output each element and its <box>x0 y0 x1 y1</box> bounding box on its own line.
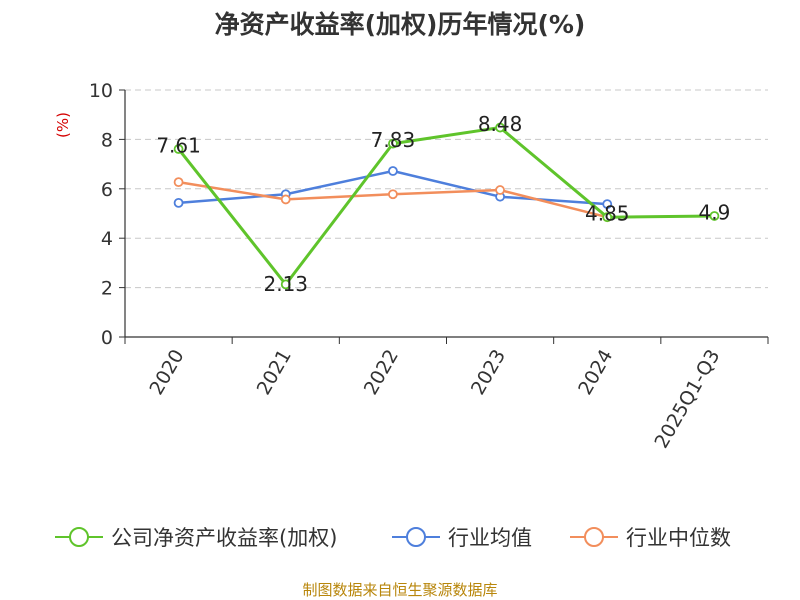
legend-label-2: 行业中位数 <box>626 526 731 550</box>
legend-item-0[interactable]: 公司净资产收益率(加权) <box>55 526 337 550</box>
y-tick-label-0: 0 <box>101 327 113 349</box>
y-tick-label-10: 10 <box>89 80 113 102</box>
series-2-point-1 <box>280 194 291 205</box>
legend-swatch-marker-2 <box>584 527 604 547</box>
data-labels: 7.61 2.13 7.83 8.48 4.85 4.9 <box>156 112 730 296</box>
series-1-point-0 <box>173 197 184 208</box>
y-tick-label-4: 4 <box>101 228 113 250</box>
y-tick-labels: 0 2 4 6 8 10 <box>89 80 113 349</box>
chart-title: 净资产收益率(加权)历年情况(%) <box>215 10 586 39</box>
y-axis-unit-label: (%) <box>54 112 72 138</box>
series-lines <box>173 122 720 290</box>
series-2-point-3 <box>495 185 505 195</box>
x-tick-label-4: 2024 <box>574 346 617 399</box>
data-label-0: 7.61 <box>156 134 201 158</box>
axes <box>119 89 769 344</box>
legend-item-2[interactable]: 行业中位数 <box>570 526 731 550</box>
series-0-point-3 <box>495 122 505 133</box>
series-0-point-1 <box>280 279 291 290</box>
series-1-point-4 <box>602 199 613 210</box>
data-label-1: 2.13 <box>263 272 308 296</box>
data-label-5: 4.9 <box>699 200 731 224</box>
grid-lines <box>125 89 768 289</box>
x-tick-label-5: 2025Q1-Q3 <box>650 346 724 452</box>
x-tick-label-2: 2022 <box>360 346 403 399</box>
series-0-point-0 <box>173 144 184 154</box>
legend-swatch-marker-1 <box>406 527 426 547</box>
y-tick-label-8: 8 <box>101 129 113 151</box>
y-tick-label-2: 2 <box>101 278 113 300</box>
x-tick-label-3: 2023 <box>467 346 510 399</box>
x-tick-label-1: 2021 <box>253 346 296 399</box>
data-label-2: 7.83 <box>371 128 416 152</box>
series-0-point-2 <box>388 138 398 149</box>
x-tick-labels: 2020 2021 2022 2023 2024 2025Q1-Q3 <box>145 346 724 452</box>
series-0-point-4 <box>602 212 613 223</box>
series-0-point-5 <box>709 211 720 221</box>
legend[interactable]: 公司净资产收益率(加权) 行业均值 行业中位数 <box>55 526 731 550</box>
x-tick-label-0: 2020 <box>145 346 188 399</box>
series-line-1 <box>178 169 608 206</box>
series-2-point-0 <box>173 177 184 188</box>
data-label-4: 4.85 <box>585 202 630 226</box>
legend-label-0: 公司净资产收益率(加权) <box>111 526 337 550</box>
y-tick-label-6: 6 <box>101 179 113 201</box>
data-label-3: 8.48 <box>478 112 523 136</box>
series-1-point-2 <box>388 166 398 176</box>
series-line-0 <box>177 126 715 286</box>
source-note: 制图数据来自恒生聚源数据库 <box>302 581 497 599</box>
series-line-2 <box>178 180 608 219</box>
legend-item-1[interactable]: 行业均值 <box>392 526 532 550</box>
series-2-point-2 <box>388 189 398 200</box>
legend-label-1: 行业均值 <box>448 526 532 550</box>
legend-swatch-marker-0 <box>69 527 89 547</box>
